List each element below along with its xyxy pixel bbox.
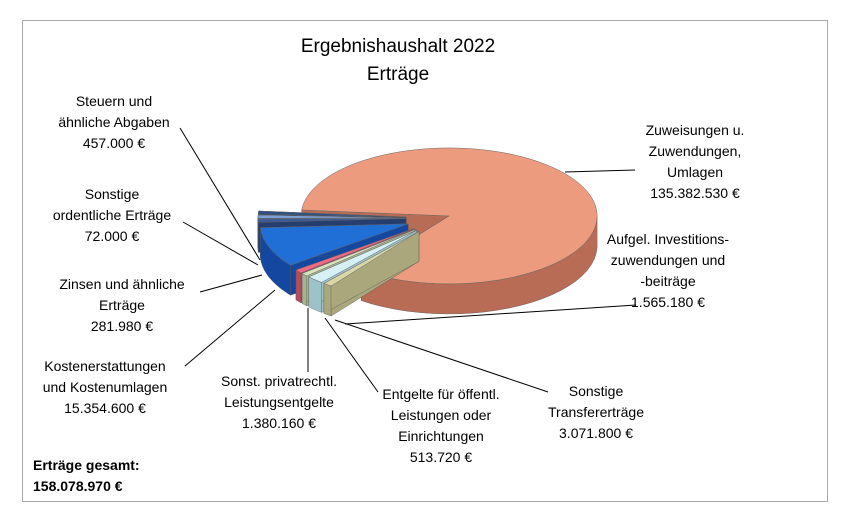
- slice-label: Kostenerstattungen und Kostenumlagen 15.35…: [43, 358, 168, 416]
- slice-value: 15.354.600 €: [64, 400, 146, 416]
- slice-name: -beiträge: [640, 273, 695, 289]
- leader-line: [182, 221, 259, 266]
- slice-label: Sonst. privatrechtl. Leistungsentgelte 1.3…: [221, 373, 337, 431]
- slice-value: 3.071.800 €: [559, 425, 633, 441]
- slice-name: zuwendungen und: [611, 252, 725, 268]
- slice-name: Aufgel. Investitions-: [607, 231, 730, 247]
- leader-lines: [179, 127, 637, 393]
- pie-slices: [257, 147, 598, 317]
- leader-line: [324, 317, 379, 393]
- slice-label: Sonstige Transfererträge 3.071.800 €: [548, 383, 644, 441]
- slice-name: Zuweisungen u.: [646, 122, 745, 138]
- leader-line: [199, 274, 263, 293]
- slice-name: Leistungsentgelte: [224, 394, 334, 410]
- slice-name: Zinsen und ähnliche: [59, 276, 185, 292]
- slice-name: Zuwendungen,: [649, 143, 742, 159]
- slice-name: ordentliche Erträge: [53, 207, 172, 223]
- slice-name: und Kostenumlagen: [43, 379, 168, 395]
- slice-label: Sonstige ordentliche Erträge 72.000 €: [53, 186, 172, 244]
- leader-line: [564, 169, 636, 173]
- slice-label: Steuern und ähnliche Abgaben 457.000 €: [58, 93, 169, 151]
- leader-line: [344, 304, 637, 325]
- slice-name: ähnliche Abgaben: [58, 114, 169, 130]
- slice-name: Einrichtungen: [398, 428, 484, 444]
- slice-name: Transfererträge: [548, 404, 644, 420]
- slice-label: Aufgel. Investitions-zuwendungen und -bei…: [607, 231, 730, 310]
- slice-name: Steuern und: [76, 93, 152, 109]
- slice-name: Sonst. privatrechtl.: [221, 373, 337, 389]
- slice-value: 1.565.180 €: [631, 294, 705, 310]
- slice-value: 513.720 €: [410, 449, 472, 465]
- slice-labels: Zuweisungen u. Zuwendungen, Umlagen 135.382…: [43, 93, 745, 465]
- slice-name: Sonstige: [85, 186, 140, 202]
- chart-title: Ergebnishaushalt 2022: [301, 36, 495, 57]
- total-value: 158.078.970 €: [33, 478, 123, 494]
- chart-subtitle: Erträge: [367, 64, 429, 85]
- slice-name: Sonstige: [569, 383, 624, 399]
- leader-line: [179, 127, 261, 261]
- slice-name: Umlagen: [667, 164, 723, 180]
- slice-value: 135.382.530 €: [650, 185, 740, 201]
- slice-value: 1.380.160 €: [242, 415, 316, 431]
- slice-label: Zinsen und ähnliche Erträge 281.980 €: [59, 276, 185, 334]
- leader-line: [184, 289, 276, 367]
- slice-name: Entgelte für öffentl.: [382, 386, 499, 402]
- pie-slice: [323, 230, 420, 317]
- slice-value: 72.000 €: [85, 228, 140, 244]
- total-label: Erträge gesamt:: [33, 457, 140, 473]
- slice-name: Leistungen oder: [391, 407, 492, 423]
- slice-label: Zuweisungen u. Zuwendungen, Umlagen 135.382…: [646, 122, 745, 201]
- slice-value: 457.000 €: [83, 135, 145, 151]
- slice-label: Entgelte für öffentl. Leistungen oder Einr…: [382, 386, 499, 465]
- slice-name: Kostenerstattungen: [44, 358, 165, 374]
- slice-name: Erträge: [99, 297, 145, 313]
- leader-line: [334, 319, 549, 393]
- slice-value: 281.980 €: [91, 318, 153, 334]
